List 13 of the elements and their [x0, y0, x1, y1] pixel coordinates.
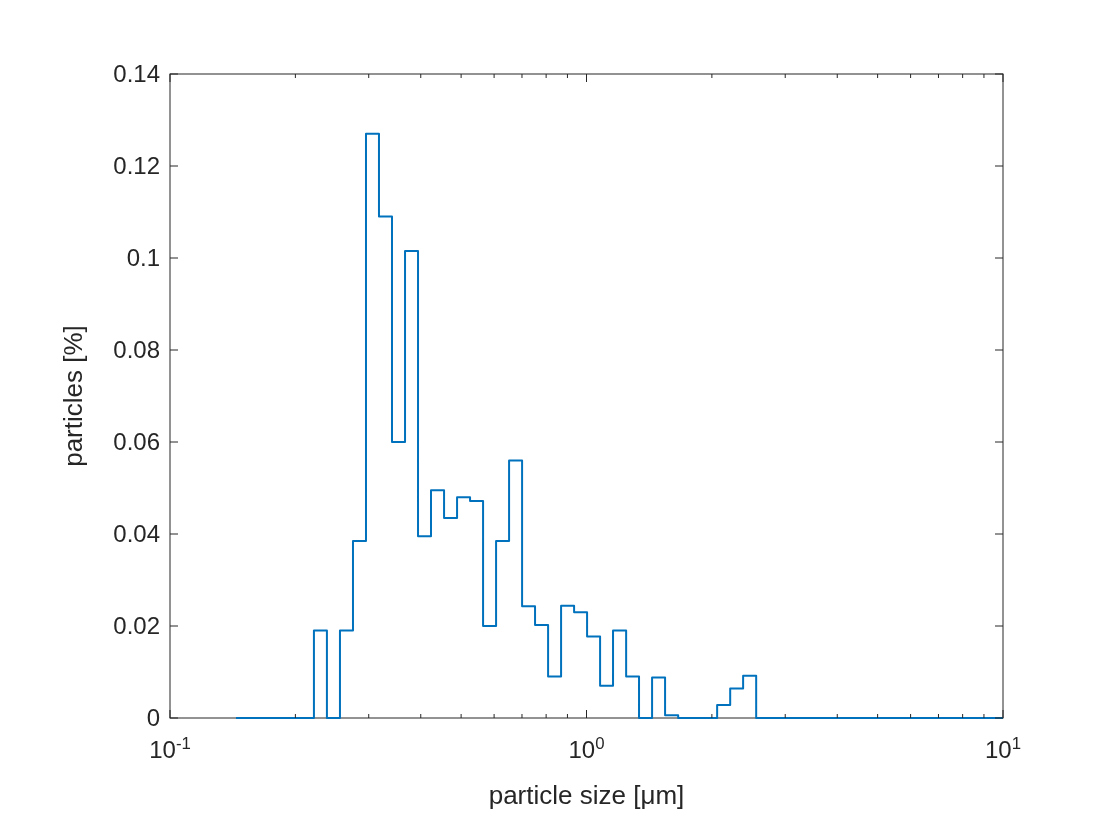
y-tick-label: 0.1 [126, 244, 160, 271]
y-tick-label: 0.08 [113, 336, 160, 363]
y-tick-label: 0.14 [113, 60, 160, 87]
x-tick-label: 10$^{-1}$ [149, 733, 191, 763]
y-tick-label: 0 [146, 704, 160, 731]
y-axis-title: particles [%] [58, 325, 88, 467]
y-tick-label: 0.06 [113, 428, 160, 455]
x-tick-label: 10$^{0}$ [568, 733, 605, 763]
x-tick-label: 10$^{1}$ [984, 733, 1022, 763]
y-tick-label: 0.02 [113, 612, 160, 639]
y-tick-label: 0.12 [113, 152, 160, 179]
x-axis-title: particle size [μm] [488, 780, 685, 810]
y-tick-label: 0.04 [113, 520, 160, 547]
